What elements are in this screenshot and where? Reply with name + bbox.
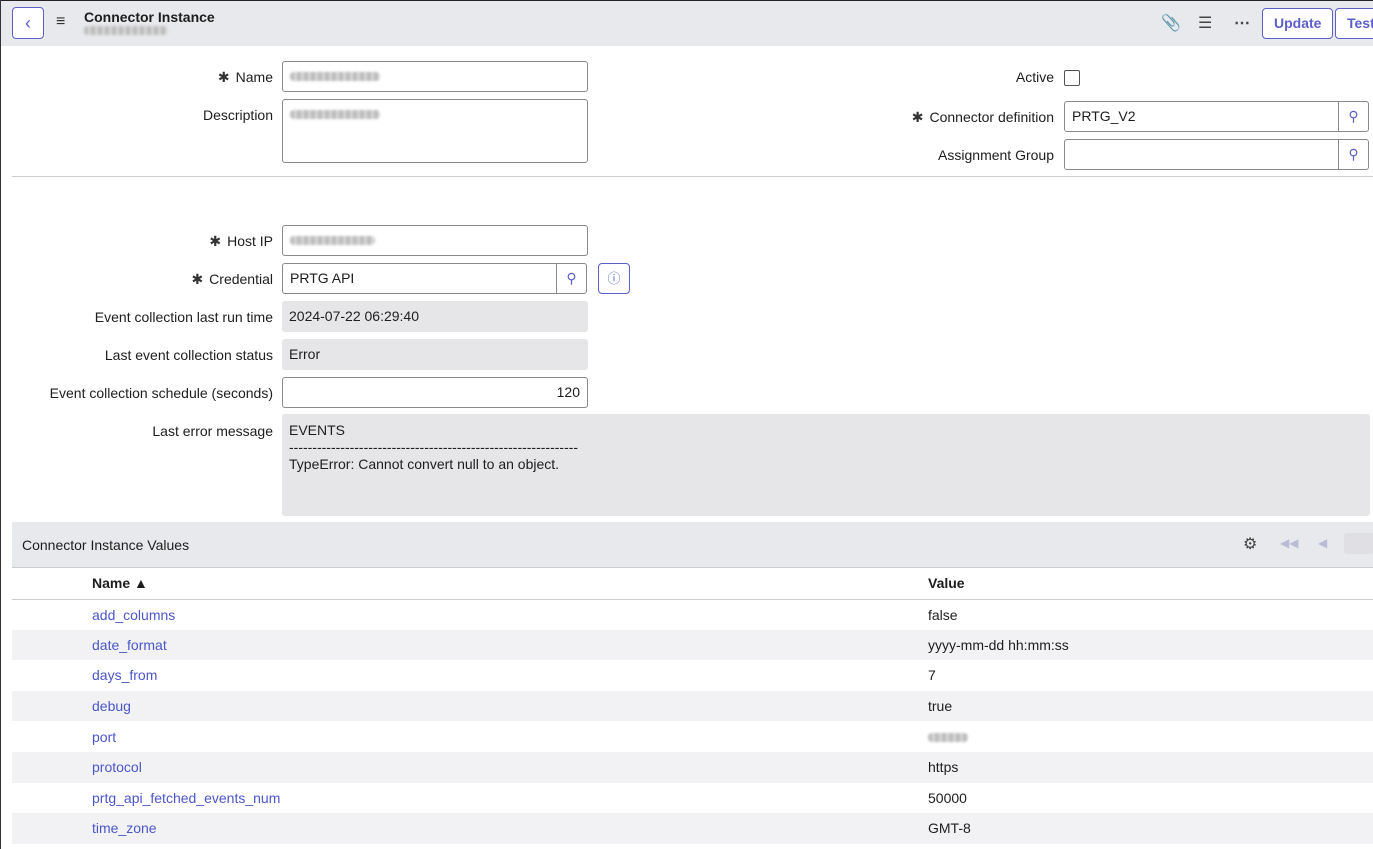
back-button[interactable]: ‹ [12, 7, 44, 39]
value-name-link[interactable]: debug [92, 698, 131, 715]
value-cell: true [928, 690, 1373, 722]
value-cell: 50000 [928, 789, 967, 806]
info-icon[interactable]: ⓘ [598, 263, 630, 294]
last-run-value: 2024-07-22 06:29:40 [282, 301, 588, 332]
value-name-link[interactable]: add_columns [92, 606, 176, 623]
value-cell: yyyy-mm-dd hh:mm:ss [928, 629, 1373, 661]
table-row: prtg_api_fetched_events_num 50000 [12, 783, 1373, 814]
error-message-value: EVENTS ---------------------------------… [282, 414, 1370, 516]
table-row: time_zone GMT-8 [12, 813, 1373, 844]
related-list-title: Connector Instance Values [22, 537, 190, 553]
schedule-label: Event collection schedule (seconds) [49, 385, 273, 401]
redacted-value [928, 732, 968, 742]
name-field[interactable] [282, 61, 588, 92]
host-ip-field[interactable] [282, 225, 588, 256]
form-header: ‹ ≡ Connector Instance 📎 ☰ ⋯ Update Test [1, 0, 1373, 46]
page-number-input[interactable] [1344, 533, 1373, 554]
error-line: ----------------------------------------… [289, 439, 579, 455]
test-button[interactable]: Test [1335, 8, 1373, 39]
table-row: port [12, 721, 1373, 752]
table-row: days_from 7 [12, 660, 1373, 691]
table-row: protocol https [12, 751, 1373, 783]
search-icon[interactable]: ⚲ [1338, 139, 1369, 170]
connector-definition-field[interactable]: PRTG_V2 [1064, 101, 1339, 132]
value-cell: 7 [928, 667, 936, 684]
description-field[interactable] [282, 99, 588, 163]
values-table: Name ▲ Value add_columns false date_format… [12, 568, 1373, 844]
update-button[interactable]: Update [1262, 8, 1334, 39]
settings-sliders-icon[interactable]: ☰ [1198, 15, 1213, 32]
assignment-group-field[interactable] [1064, 139, 1339, 170]
first-page-icon[interactable]: ◀◀ [1280, 536, 1299, 550]
table-row: add_columns false [12, 599, 1373, 630]
value-name-link[interactable]: port [92, 728, 117, 745]
error-line: TypeError: Cannot convert null to an obj… [289, 456, 560, 472]
description-label: Description [202, 107, 273, 123]
gear-icon[interactable]: ⚙ [1243, 536, 1258, 553]
value-cell: GMT-8 [928, 813, 1373, 844]
page-title: Connector Instance [84, 9, 215, 25]
related-list-header: Connector Instance Values ⚙ ◀◀ ◀ [12, 522, 1373, 568]
assignment-group-label: Assignment Group [938, 147, 1054, 163]
value-cell [928, 721, 1373, 752]
value-name-link[interactable]: date_format [92, 636, 167, 653]
host-ip-label: ✱ Host IP [209, 233, 273, 249]
error-line: EVENTS [289, 422, 346, 438]
value-cell: false [928, 606, 958, 623]
name-label: ✱ Name [217, 69, 273, 85]
column-header-value[interactable]: Value [928, 568, 1373, 600]
context-menu-icon[interactable]: ≡ [56, 13, 66, 30]
column-header-name[interactable]: Name ▲ [92, 568, 928, 600]
schedule-field[interactable]: 120 [282, 377, 588, 408]
credential-label: ✱ Credential [191, 271, 273, 287]
attachment-icon[interactable]: 📎 [1161, 15, 1181, 32]
more-options-icon[interactable]: ⋯ [1234, 15, 1250, 32]
credential-field[interactable]: PRTG API [282, 263, 557, 294]
divider [12, 176, 1373, 177]
search-icon[interactable]: ⚲ [1338, 101, 1369, 132]
last-run-label: Event collection last run time [94, 309, 273, 325]
status-value: Error [282, 339, 588, 370]
record-subtitle-redacted [84, 26, 168, 35]
value-name-link[interactable]: time_zone [92, 820, 157, 837]
status-label: Last event collection status [104, 347, 273, 363]
value-cell: https [928, 751, 1373, 783]
connector-definition-label: ✱ Connector definition [911, 109, 1054, 125]
error-message-label: Last error message [152, 423, 273, 439]
value-name-link[interactable]: protocol [92, 759, 142, 776]
table-row: debug true [12, 690, 1373, 722]
search-icon[interactable]: ⚲ [556, 263, 587, 294]
value-name-link[interactable]: prtg_api_fetched_events_num [92, 789, 281, 806]
table-row: date_format yyyy-mm-dd hh:mm:ss [12, 629, 1373, 661]
value-name-link[interactable]: days_from [92, 667, 158, 684]
previous-page-icon[interactable]: ◀ [1318, 536, 1328, 550]
active-checkbox[interactable] [1064, 70, 1080, 86]
active-label: Active [1015, 69, 1054, 85]
